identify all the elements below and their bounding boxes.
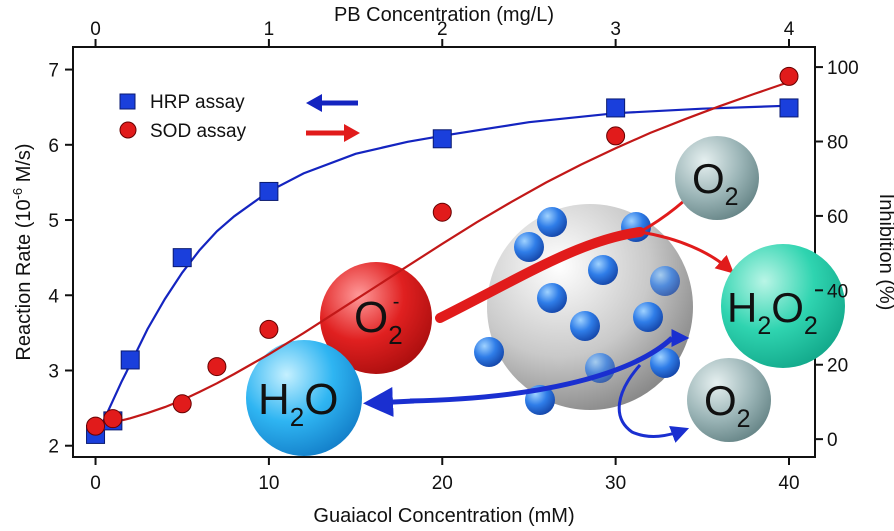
legend-marker-hrp xyxy=(119,93,136,110)
x-top-tick-label: 0 xyxy=(90,19,101,40)
y-left-tick-label: 7 xyxy=(48,61,59,82)
water-label: H2O xyxy=(258,375,338,432)
superoxide-label: O2- xyxy=(354,291,403,350)
x-bottom-tick-label: 20 xyxy=(432,473,453,494)
oxygen-bottom-label: O2 xyxy=(704,377,751,433)
x-bottom-tick-label: 10 xyxy=(258,473,279,494)
data-point-sod xyxy=(207,357,227,377)
plot-frame xyxy=(72,46,816,458)
y-right-tick-label: 100 xyxy=(827,58,859,79)
water-sphere xyxy=(246,340,362,456)
oxygen-bottom-arrow xyxy=(617,364,690,443)
data-point-sod xyxy=(432,202,452,222)
x-bottom-tick-label: 30 xyxy=(605,473,626,494)
x-top-tick-label: 3 xyxy=(610,19,621,40)
data-point-sod xyxy=(172,394,192,414)
data-point-hrp xyxy=(172,248,192,268)
peroxide-release-arrow xyxy=(639,230,735,274)
data-point-hrp xyxy=(259,181,279,201)
oxygen-bottom-sphere xyxy=(687,358,771,442)
y-left-tick-label: 2 xyxy=(48,437,59,458)
mechanism-illustration: O2- H2O H2O2 O2 O2 xyxy=(246,136,845,456)
y-right-axis-title: Inhibition (%) xyxy=(875,194,894,311)
oxygen-top-sphere xyxy=(675,136,759,220)
legend: HRP assay SOD assay xyxy=(119,92,360,142)
superoxide-flow-arrow xyxy=(435,227,645,323)
legend-label-hrp: HRP assay xyxy=(150,92,245,113)
data-point-sod xyxy=(606,126,626,146)
data-point-sod xyxy=(103,409,123,429)
legend-marker-sod xyxy=(119,121,137,139)
x-top-tick-label: 1 xyxy=(264,19,275,40)
superoxide-sphere xyxy=(320,262,432,374)
data-point-sod xyxy=(86,416,106,436)
y-left-tick-label: 3 xyxy=(48,361,59,382)
data-point-sod xyxy=(779,66,799,86)
legend-label-sod: SOD assay xyxy=(150,121,247,142)
data-series xyxy=(86,66,799,444)
y-right-tick-label: 40 xyxy=(827,281,848,302)
y-right-tick-label: 20 xyxy=(827,356,848,377)
data-point-hrp xyxy=(606,98,626,118)
y-right-tick-label: 60 xyxy=(827,207,848,228)
x-top-tick-label: 2 xyxy=(437,19,448,40)
x-top-tick-label: 4 xyxy=(784,19,795,40)
y-left-tick-label: 5 xyxy=(48,211,59,232)
axes: 0 10 20 30 40 0 1 2 3 4 2 3 4 5 6 7 0 20 40 60 80 100 xyxy=(48,19,858,494)
y-left-tick-label: 6 xyxy=(48,136,59,157)
x-bottom-tick-label: 0 xyxy=(90,473,101,494)
peroxide-label: H2O2 xyxy=(727,284,818,340)
x-bottom-axis-title: Guaiacol Concentration (mM) xyxy=(313,505,574,527)
fit-line-sod xyxy=(95,80,790,427)
y-right-tick-label: 80 xyxy=(827,133,848,154)
x-bottom-tick-label: 40 xyxy=(778,473,799,494)
y-left-axis-title: Reaction Rate (10-6 M/s) xyxy=(10,143,35,360)
x-top-axis-title: PB Concentration (mg/L) xyxy=(334,4,554,26)
data-point-hrp xyxy=(779,98,799,118)
peroxide-sphere xyxy=(721,244,845,368)
data-point-hrp xyxy=(120,350,140,370)
water-arrow-head xyxy=(363,387,415,417)
data-point-sod xyxy=(259,319,279,339)
oxygen-top-label: O2 xyxy=(692,155,739,211)
y-left-tick-label: 4 xyxy=(48,286,59,307)
y-right-tick-label: 0 xyxy=(827,430,838,451)
water-flow-arrow xyxy=(409,336,674,404)
data-point-hrp xyxy=(432,129,452,149)
fit-line-hrp xyxy=(94,104,790,438)
